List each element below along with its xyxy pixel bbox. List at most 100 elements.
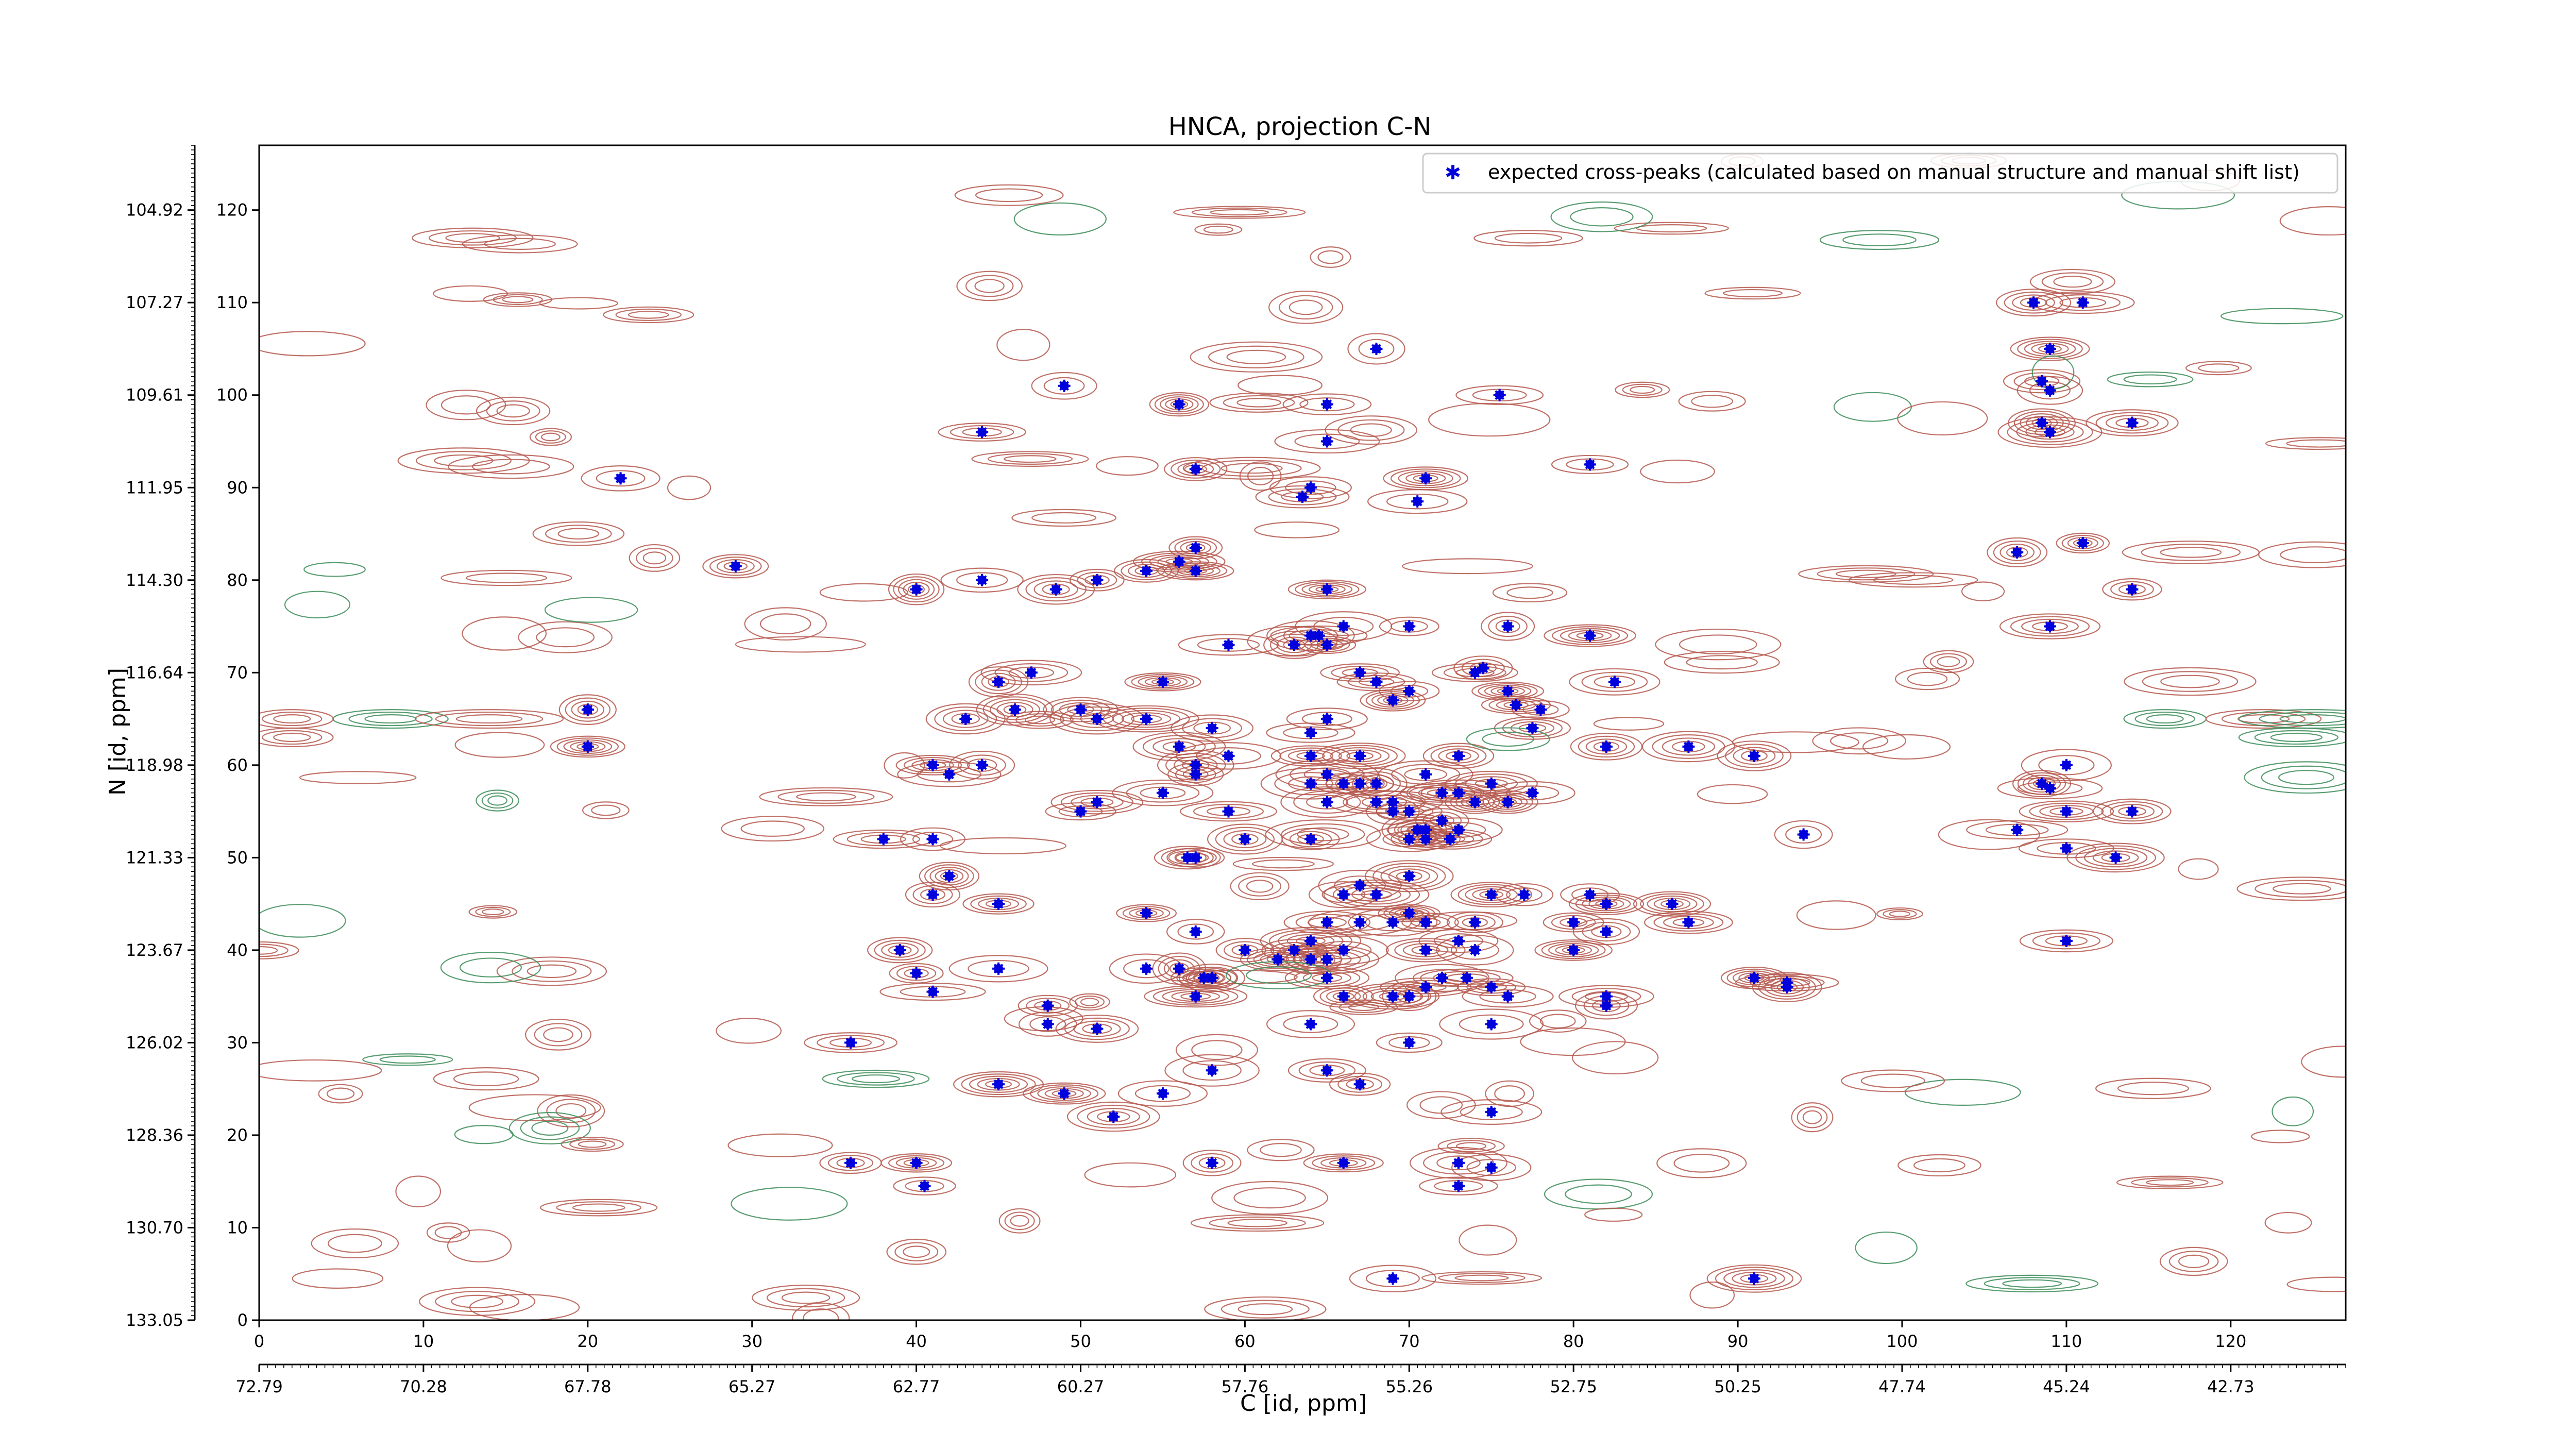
contour-ring — [1168, 850, 1207, 865]
contour-ring — [2168, 1251, 2219, 1272]
cross-peak-marker — [2126, 416, 2139, 429]
contour-ring — [819, 583, 908, 602]
contour-ring — [1723, 1269, 1785, 1288]
contour-ring — [2142, 671, 2239, 692]
contour-ring — [1582, 896, 1631, 912]
contour-ring — [956, 271, 1023, 301]
contour-ring — [259, 727, 334, 748]
x-tick-label: 60 — [1234, 1332, 1256, 1351]
contour-ring — [1732, 731, 1859, 753]
contour-ring — [459, 957, 522, 978]
contour-ring — [1237, 375, 1323, 396]
contour-ring — [987, 453, 1073, 465]
contour-ring — [1011, 509, 1116, 527]
cross-peak-marker — [1411, 495, 1424, 508]
cross-peak-marker — [2043, 620, 2056, 633]
cross-peak-marker — [1518, 888, 1531, 901]
cross-peak-marker — [1025, 666, 1038, 679]
cross-peak-marker — [1156, 786, 1169, 799]
contour-ring — [1329, 1072, 1391, 1096]
cross-peak-marker — [729, 560, 742, 572]
cross-peak-marker — [1485, 1161, 1498, 1174]
contour-ring — [1362, 987, 1423, 1005]
contour-ring — [1481, 612, 1535, 641]
contour-ring — [1171, 714, 1254, 742]
contour-ring — [1193, 969, 1231, 986]
cross-peak-marker — [1419, 768, 1432, 781]
contour-ring — [1289, 299, 1323, 315]
contour-ring — [1180, 541, 1211, 555]
contour-ring — [565, 697, 611, 722]
contour-ring — [1330, 747, 1390, 765]
cross-peak-marker — [1312, 629, 1325, 642]
contour-ring — [1325, 415, 1418, 445]
contour-ring — [2159, 1246, 2228, 1276]
contour-ring — [1013, 202, 1107, 235]
contour-ring — [1238, 875, 1282, 897]
contour-ring — [1904, 1079, 2021, 1106]
contour-ring — [1479, 989, 1536, 1004]
contour-ring — [2004, 291, 2063, 314]
contour-ring — [524, 1019, 591, 1051]
contour-ring — [1162, 989, 1229, 1004]
contour-ring — [1334, 875, 1386, 896]
contour-ring — [2278, 770, 2334, 785]
contour-ring — [1287, 1058, 1366, 1083]
contour-ring — [273, 714, 311, 724]
contour-ring — [1298, 1061, 1356, 1080]
cross-peak-marker — [976, 426, 989, 439]
contour-ring — [1173, 206, 1306, 219]
contour-ring — [462, 616, 547, 651]
x-ppm-tick-label: 52.75 — [1550, 1377, 1597, 1396]
cross-peak-marker — [2076, 536, 2089, 549]
contour-ring — [1569, 668, 1660, 696]
contour-ring — [1345, 794, 1408, 810]
x-ppm-tick-label: 47.74 — [1878, 1377, 1926, 1396]
contour-ring — [435, 712, 544, 727]
cross-peak-marker — [1337, 1156, 1350, 1169]
x-ppm-tick-label: 42.73 — [2207, 1377, 2255, 1396]
contour-ring — [482, 908, 504, 916]
contour-ring — [1876, 907, 1923, 920]
cross-peak-marker — [1468, 666, 1481, 679]
contour-ring — [2010, 616, 2090, 637]
contour-ring — [569, 1138, 616, 1150]
contour-ring — [1568, 892, 1645, 915]
x-tick-label: 50 — [1070, 1332, 1091, 1351]
contour-ring — [2029, 268, 2115, 295]
contour-ring — [989, 699, 1040, 720]
y-tick-label: 90 — [227, 478, 248, 497]
contour-ring — [1895, 667, 1960, 690]
contour-ring — [1080, 998, 1099, 1006]
contour-ring — [1295, 581, 1360, 598]
contour-ring — [2123, 374, 2177, 385]
contour-ring — [540, 432, 561, 442]
contour-ring — [1337, 419, 1405, 441]
cross-peak-marker — [1370, 888, 1383, 901]
contour-ring — [1570, 207, 1634, 227]
contour-ring — [781, 1291, 831, 1304]
contour-ring — [1117, 1080, 1208, 1107]
contour-ring — [950, 425, 1014, 440]
cross-peak-marker — [1337, 888, 1350, 901]
cross-peak-marker — [1337, 990, 1350, 1003]
contour-ring — [556, 737, 619, 756]
contour-ring — [259, 331, 366, 357]
contour-ring — [1087, 1108, 1140, 1126]
contour-ring — [1321, 886, 1365, 903]
cross-peak-marker — [1600, 925, 1613, 938]
cross-peak-marker — [1600, 898, 1613, 911]
contour-ring — [1473, 230, 1583, 247]
contour-ring — [1466, 1159, 1516, 1176]
contour-ring — [1372, 863, 1446, 889]
contour-ring — [1380, 865, 1438, 887]
contour-ring — [1812, 727, 1907, 755]
contour-ring — [744, 607, 827, 641]
y-ppm-tick-label: 130.70 — [126, 1218, 183, 1237]
contour-ring — [1024, 715, 1056, 724]
contour-ring — [2145, 1179, 2194, 1186]
contour-ring — [426, 1222, 470, 1243]
contour-ring — [940, 837, 1066, 854]
contour-ring — [1269, 476, 1352, 499]
